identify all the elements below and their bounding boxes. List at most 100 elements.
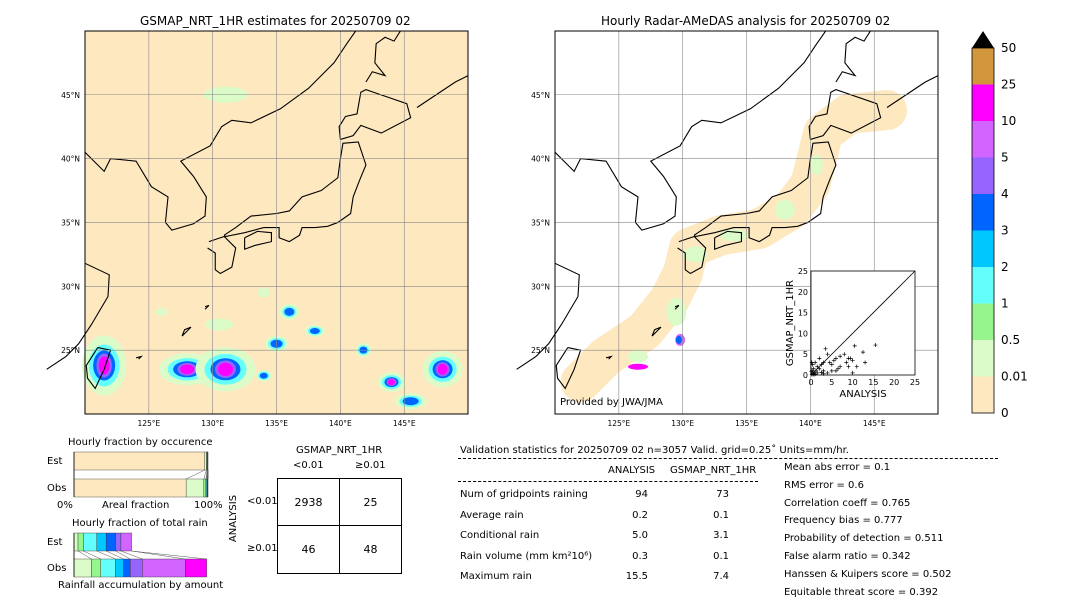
scatter-point: [825, 370, 830, 375]
lon-tick-label: 140°E: [799, 419, 822, 428]
colorbar-tick-label: 50: [1001, 41, 1016, 55]
colorbar-segment: [972, 376, 994, 413]
total-xlabel: Rainfall accumulation by amount: [58, 580, 224, 591]
coastline: [677, 235, 707, 275]
stats-analysis: 15.5: [625, 571, 648, 582]
rain-area: [719, 229, 748, 242]
y-tick-label: 15: [798, 309, 808, 318]
colorbar-tick-label: 25: [1001, 78, 1016, 92]
lat-tick-label: 45°N: [61, 91, 80, 100]
lon-tick-label: 140°E: [329, 419, 352, 428]
map-frame: [84, 30, 469, 415]
y-tick-label: 25: [798, 267, 808, 276]
coastline: [84, 30, 357, 231]
score-text: Probability of detection = 0.511: [784, 533, 944, 545]
scatter-inset: 0 5 10 15 20 25 0 5 10 15 20 25 ANALYSIS GSMAP_NRT_1H…: [785, 267, 920, 400]
lon-tick-label: 125°E: [607, 419, 630, 428]
contingency-col-1: <0.01: [293, 460, 324, 471]
rain-area: [309, 327, 320, 334]
colorbar-frame: [971, 47, 995, 414]
scatter-point: [817, 356, 822, 361]
stats-col-analysis: ANALYSIS: [608, 465, 656, 476]
colorbar-segment: [972, 267, 994, 304]
scatter-point: [836, 366, 841, 371]
score-text: Correlation coeff = 0.765: [784, 497, 911, 509]
colorbar-segment: [972, 48, 994, 85]
scatter-point: [833, 368, 838, 373]
bar-segment: [105, 532, 116, 552]
total-obs-label: Obs: [47, 563, 67, 574]
x-tick-label: 15: [868, 378, 878, 387]
scatter-point: [811, 372, 816, 377]
scatter-point: [815, 370, 820, 375]
credit-text: Provided by JWA/JMA: [560, 397, 663, 408]
lon-tick-label: 135°E: [735, 419, 758, 428]
colorbar-segment: [972, 121, 994, 158]
scatter-point: [829, 368, 834, 373]
lat-tick-label: 30°N: [531, 282, 550, 291]
colorbar-tick-label: 5: [1001, 151, 1009, 165]
occurrence-tick-100: 100%: [194, 500, 223, 511]
colorbar-tick-label: 0.01: [1001, 370, 1028, 384]
bar-segment: [120, 532, 132, 552]
lat-tick-label: 35°N: [531, 218, 550, 227]
colorbar-segment: [972, 157, 994, 194]
scatter-point: [850, 370, 855, 375]
bar-segment: [73, 478, 187, 498]
stats-gsmap: 0.1: [713, 550, 729, 562]
scatter-point: [846, 364, 851, 369]
rain-area: [683, 246, 708, 263]
coastline: [651, 326, 662, 337]
connector-line: [206, 469, 208, 480]
stats-analysis: 5.0: [632, 530, 648, 541]
stats-analysis: 0.3: [632, 550, 648, 562]
lon-tick-label: 130°E: [671, 419, 694, 428]
scatter-point: [848, 356, 853, 361]
coastline: [693, 141, 837, 243]
x-tick-label: 5: [829, 378, 834, 387]
scatter-point: [854, 364, 859, 369]
connector-line: [205, 469, 208, 480]
lon-tick-label: 145°E: [393, 419, 416, 428]
scatter-point: [844, 360, 849, 365]
occurrence-est-label: Est: [47, 456, 63, 467]
colorbar-tick-label: 4: [1001, 187, 1009, 201]
total-rain-title: Hourly fraction of total rain: [72, 518, 208, 529]
scatter-point: [863, 360, 868, 365]
coastline: [204, 304, 210, 310]
rain-area: [257, 287, 270, 298]
scatter-point: [810, 362, 815, 367]
contingency-row-1: <0.01: [247, 496, 278, 507]
colorbar-segment: [972, 194, 994, 231]
stats-gsmap: 7.4: [713, 571, 729, 582]
colorbar-tick-label: 0.5: [1001, 333, 1020, 347]
right-map-title: Hourly Radar-AMeDAS analysis for 2025070…: [601, 14, 891, 28]
stats-header: Validation statistics for 20250709 02 n=…: [460, 445, 849, 456]
stats-analysis: 0.2: [632, 509, 648, 521]
colorbar: 0 0.01 0.5 1 2 3 4 5 10 25 50: [971, 31, 1028, 420]
scatter-point: [829, 362, 834, 367]
map-frame: [554, 30, 939, 415]
bar-segment: [100, 558, 116, 578]
bar-segment: [123, 558, 131, 578]
y-tick-label: 10: [798, 329, 808, 338]
bar-segment: [130, 558, 143, 578]
scatter-point: [821, 371, 826, 376]
score-text: Frequency bias = 0.777: [784, 515, 903, 527]
coastline: [181, 326, 192, 337]
bar-segment: [185, 558, 207, 578]
bar-segment: [96, 532, 107, 552]
rain-area: [205, 318, 234, 331]
left-map: 125°E 130°E 135°E 140°E 145°E 45°N 40°N 35°N 30°…: [46, 30, 469, 428]
x-tick-label: 25: [910, 378, 920, 387]
stats-gsmap: 3.1: [713, 530, 729, 541]
rain-area: [387, 379, 395, 386]
contingency-row-2: ≥0.01: [247, 543, 278, 554]
cell-miss: 46: [277, 525, 340, 574]
lon-tick-label: 130°E: [201, 419, 224, 428]
contingency-row-label: ANALYSIS: [228, 494, 240, 543]
scatter-point: [838, 354, 843, 359]
scatter-point: [810, 368, 815, 373]
connector-line: [120, 550, 143, 560]
